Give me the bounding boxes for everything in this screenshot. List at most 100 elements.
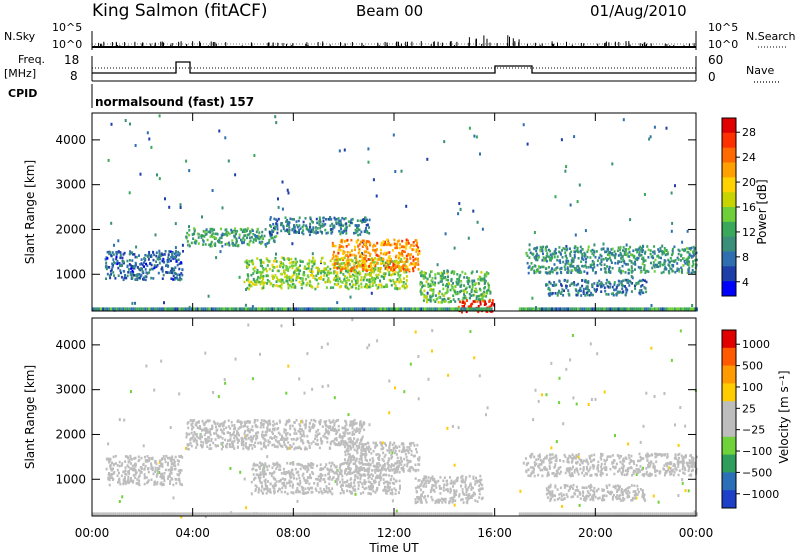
data-point [409, 246, 412, 249]
data-point [408, 307, 411, 312]
data-point [138, 479, 141, 482]
data-point [568, 294, 571, 297]
data-point [367, 258, 370, 261]
data-point [380, 259, 383, 262]
data-point [147, 470, 150, 474]
nsearch-tick-top: 10^5 [708, 21, 738, 34]
data-point [242, 228, 245, 232]
data-point [613, 307, 616, 312]
data-point [219, 423, 222, 426]
data-point [351, 425, 354, 428]
data-point [287, 269, 290, 272]
data-point [252, 443, 255, 447]
data-point [315, 217, 318, 221]
data-point [268, 419, 271, 423]
data-point [522, 123, 525, 127]
data-point [659, 264, 662, 268]
data-point [150, 267, 153, 271]
data-point [573, 256, 576, 259]
nsky-trace [94, 35, 695, 47]
data-point [539, 245, 542, 249]
data-point [240, 439, 243, 442]
data-point [218, 238, 221, 242]
data-point [311, 471, 314, 474]
data-point [637, 280, 640, 284]
data-point [419, 283, 422, 286]
data-point [637, 282, 640, 285]
data-point [393, 471, 396, 475]
data-point [533, 269, 536, 273]
data-point [339, 269, 342, 272]
data-point [297, 470, 300, 474]
data-point [539, 307, 541, 312]
data-point [334, 270, 337, 273]
data-point [415, 257, 418, 261]
data-point [118, 471, 120, 475]
data-point [377, 269, 380, 272]
nsearch-tick-bottom: 10^0 [708, 38, 738, 51]
data-point [292, 286, 295, 289]
data-point [630, 265, 633, 268]
data-point [359, 272, 362, 275]
data-point [258, 231, 261, 234]
data-point [163, 301, 165, 305]
data-point [304, 424, 307, 428]
data-point [211, 426, 214, 429]
data-point [673, 260, 676, 263]
data-point [188, 169, 191, 173]
data-point [573, 281, 576, 284]
data-point [301, 307, 304, 312]
data-point [327, 307, 330, 312]
data-point [349, 438, 352, 442]
data-point [558, 289, 560, 293]
data-point [243, 230, 246, 233]
data-point [263, 307, 266, 312]
data-point [344, 217, 347, 220]
data-point [692, 307, 694, 312]
data-point [372, 489, 375, 493]
data-point [356, 281, 359, 285]
data-point [640, 285, 642, 288]
data-point [406, 268, 409, 271]
data-point [237, 445, 239, 448]
data-point [405, 268, 407, 272]
data-point [148, 456, 151, 460]
data-point [212, 307, 215, 312]
data-point [317, 270, 320, 273]
data-point [641, 257, 644, 260]
data-point [564, 262, 567, 266]
data-point [343, 251, 346, 254]
data-point [404, 282, 407, 286]
data-point [195, 239, 198, 243]
data-point [444, 275, 447, 279]
data-point [343, 240, 346, 243]
data-point [160, 359, 163, 363]
data-point [244, 260, 247, 264]
data-point [360, 282, 363, 286]
data-point [399, 267, 402, 270]
data-point [319, 487, 322, 490]
data-point [364, 228, 367, 232]
data-point [374, 257, 377, 260]
data-point [569, 307, 572, 312]
data-point [303, 423, 306, 427]
data-point [634, 263, 637, 266]
data-point [430, 295, 433, 299]
data-point [242, 236, 245, 240]
data-point [194, 437, 196, 441]
data-point [575, 269, 578, 272]
data-point [271, 274, 274, 278]
data-point [170, 459, 173, 462]
data-point [597, 307, 600, 312]
data-point [609, 307, 612, 312]
data-point [203, 433, 206, 437]
data-point [246, 236, 248, 240]
data-point [397, 261, 400, 264]
data-point [405, 260, 408, 263]
data-point [222, 428, 225, 431]
data-point [453, 246, 456, 250]
data-point [295, 418, 298, 422]
data-point [189, 419, 192, 422]
data-point [298, 280, 301, 284]
data-point [385, 307, 388, 312]
